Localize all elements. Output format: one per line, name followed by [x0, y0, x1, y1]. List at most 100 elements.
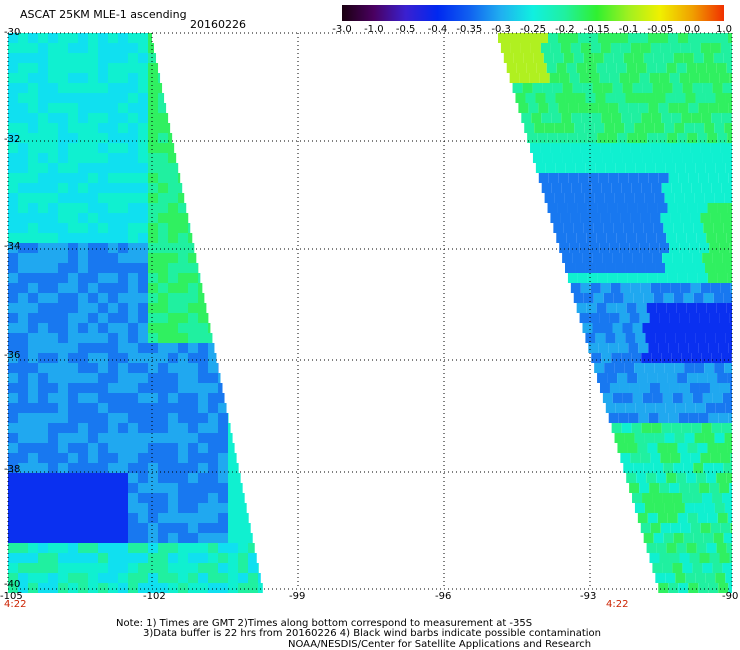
swath-cell — [108, 253, 118, 263]
swath-cell — [98, 413, 108, 423]
swath-cell — [653, 463, 664, 473]
swath-cell — [118, 443, 128, 453]
lon-label: -96 — [435, 591, 452, 602]
swath-cell — [38, 513, 48, 523]
swath-cell — [108, 183, 118, 193]
swath-cell — [118, 233, 128, 243]
swath-cell — [148, 383, 158, 393]
swath-cell — [138, 533, 148, 543]
swath-cell — [532, 153, 543, 163]
swath-cell — [8, 433, 18, 443]
swath-cell — [710, 453, 721, 463]
swath-cell — [118, 83, 128, 93]
swath-cell — [48, 473, 58, 483]
swath-cell — [38, 143, 48, 153]
swath-cell — [178, 533, 188, 543]
swath-cell — [613, 293, 624, 303]
swath-cell — [198, 313, 208, 323]
swath-cell — [208, 433, 218, 443]
swath-cell — [18, 313, 28, 323]
swath-cell — [674, 433, 685, 443]
swath-cell — [178, 183, 183, 193]
swath-cell — [128, 373, 138, 383]
swath-cell — [582, 153, 593, 163]
swath-cell — [88, 533, 98, 543]
swath-cell — [188, 513, 198, 523]
swath-cell — [88, 113, 98, 123]
swath-cell — [118, 473, 128, 483]
swath-cell — [658, 173, 669, 183]
swath-cell — [18, 203, 28, 213]
swath-cell — [723, 53, 732, 63]
swath-cell — [671, 353, 682, 363]
swath-cell — [618, 103, 629, 113]
swath-cell — [178, 233, 188, 243]
swath-cell — [573, 293, 584, 303]
swath-cell — [620, 453, 631, 463]
swath-cell — [148, 153, 158, 163]
swath-cell — [542, 83, 553, 93]
swath-cell — [178, 283, 188, 293]
swath-cell — [238, 503, 247, 513]
swath-cell — [677, 133, 688, 143]
swath-cell — [78, 393, 88, 403]
swath-cell — [672, 153, 683, 163]
swath-cell — [58, 403, 68, 413]
swath-cell — [8, 103, 18, 113]
swath-cell — [48, 113, 58, 123]
swath-cell — [168, 573, 178, 583]
swath-cell — [645, 163, 656, 173]
swath-cell — [128, 133, 138, 143]
swath-cell — [38, 413, 48, 423]
swath-cell — [158, 143, 168, 153]
swath-cell — [98, 373, 108, 383]
swath-cell — [98, 193, 108, 203]
swath-cell — [98, 83, 108, 93]
swath-cell — [128, 423, 138, 433]
swath-cell — [18, 303, 28, 313]
swath-cell — [664, 433, 675, 443]
swath-cell — [653, 533, 664, 543]
swath-cell — [538, 33, 548, 43]
swath-cell — [572, 83, 583, 93]
swath-cell — [78, 153, 88, 163]
swath-cell — [158, 413, 168, 423]
swath-cell — [58, 123, 68, 133]
swath-cell — [708, 343, 719, 353]
swath-cell — [68, 153, 78, 163]
swath-cell — [675, 333, 686, 343]
swath-cell — [88, 453, 98, 463]
swath-cell — [108, 283, 118, 293]
swath-cell — [48, 423, 58, 433]
swath-cell — [158, 263, 168, 273]
swath-cell — [188, 493, 198, 503]
swath-cell — [655, 263, 666, 273]
swath-cell — [98, 453, 108, 463]
swath-cell — [688, 583, 699, 593]
swath-cell — [626, 473, 637, 483]
swath-cell — [38, 563, 48, 573]
swath-cell — [198, 473, 208, 483]
swath-cell — [697, 273, 708, 283]
swath-cell — [725, 333, 732, 343]
swath-cell — [641, 113, 652, 123]
swath-cell — [88, 263, 98, 273]
swath-cell — [557, 203, 568, 213]
swath-cell — [687, 513, 698, 523]
swath-cell — [218, 503, 228, 513]
swath-cell — [666, 63, 677, 73]
swath-cell — [248, 533, 253, 543]
swath-cell — [208, 423, 218, 433]
swath-cell — [629, 313, 640, 323]
swath-cell — [660, 43, 671, 53]
swath-cell — [118, 253, 128, 263]
swath-cell — [98, 153, 108, 163]
swath-cell — [672, 393, 683, 403]
swath-cell — [661, 113, 672, 123]
swath-cell — [551, 113, 562, 123]
swath-cell — [68, 353, 78, 363]
swath-cell — [108, 113, 118, 123]
swath-cell — [586, 63, 597, 73]
swath-cell — [138, 563, 148, 573]
